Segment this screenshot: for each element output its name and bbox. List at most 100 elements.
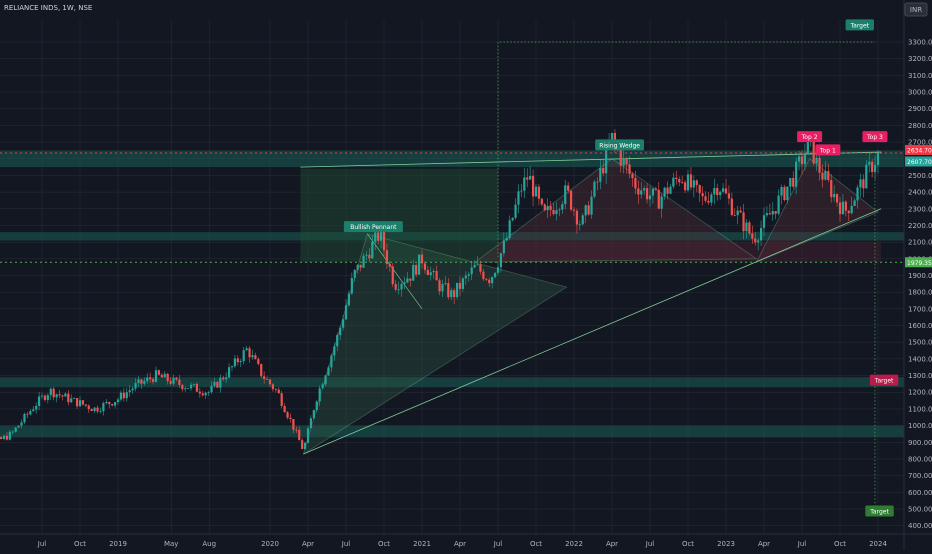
candle[interactable] <box>336 332 339 352</box>
candle[interactable] <box>736 205 739 225</box>
candle[interactable] <box>40 392 44 400</box>
candle[interactable] <box>830 174 833 203</box>
candle[interactable] <box>242 347 245 365</box>
currency-button-bg[interactable] <box>904 2 928 17</box>
candle[interactable] <box>330 353 333 373</box>
candle[interactable] <box>622 150 625 174</box>
candle[interactable] <box>371 235 374 260</box>
candle[interactable] <box>730 192 733 217</box>
candle[interactable] <box>835 193 839 207</box>
candle[interactable] <box>312 409 315 420</box>
candle[interactable] <box>356 264 359 274</box>
candle[interactable] <box>58 389 61 399</box>
candle[interactable] <box>710 192 713 206</box>
candle[interactable] <box>347 290 351 307</box>
candle[interactable] <box>227 363 231 379</box>
candle[interactable] <box>467 271 470 283</box>
candle[interactable] <box>233 354 237 369</box>
candle[interactable] <box>593 180 596 199</box>
candle[interactable] <box>99 407 102 414</box>
candle[interactable] <box>254 352 257 360</box>
candle[interactable] <box>695 179 698 193</box>
candle[interactable] <box>122 388 125 402</box>
candle[interactable] <box>189 382 193 392</box>
candle[interactable] <box>137 376 140 388</box>
candle[interactable] <box>303 441 307 451</box>
candle[interactable] <box>318 385 321 407</box>
candle[interactable] <box>397 281 400 295</box>
candle[interactable] <box>631 171 634 187</box>
candle[interactable] <box>87 404 90 413</box>
candle[interactable] <box>435 265 438 281</box>
candle[interactable] <box>0 435 3 440</box>
candle[interactable] <box>683 180 687 194</box>
candle[interactable] <box>520 184 523 198</box>
candle[interactable] <box>511 217 514 222</box>
candle[interactable] <box>362 253 365 268</box>
candle[interactable] <box>400 282 403 297</box>
candle[interactable] <box>289 413 292 423</box>
candle[interactable] <box>219 374 222 393</box>
annotation-label[interactable]: Top 3 <box>862 131 888 143</box>
candle[interactable] <box>531 169 535 207</box>
candle[interactable] <box>447 277 450 300</box>
candle[interactable] <box>151 377 155 385</box>
candle[interactable] <box>748 220 751 236</box>
candle[interactable] <box>534 184 538 198</box>
candle[interactable] <box>485 277 488 281</box>
candle[interactable] <box>461 276 465 292</box>
annotation-label[interactable]: Top 2 <box>797 131 823 143</box>
candle[interactable] <box>350 272 353 296</box>
candle[interactable] <box>584 204 587 224</box>
candle[interactable] <box>724 179 728 195</box>
candle[interactable] <box>306 425 310 444</box>
candle[interactable] <box>271 383 275 392</box>
candle[interactable] <box>125 387 128 402</box>
candle[interactable] <box>590 190 593 219</box>
candle[interactable] <box>116 397 120 405</box>
candle[interactable] <box>192 383 196 387</box>
candle[interactable] <box>11 430 14 435</box>
candle[interactable] <box>657 182 660 209</box>
candles[interactable] <box>0 129 880 457</box>
candle[interactable] <box>429 266 432 281</box>
candle[interactable] <box>651 188 655 204</box>
candle[interactable] <box>29 409 32 416</box>
candle[interactable] <box>222 375 225 381</box>
candle[interactable] <box>213 377 216 388</box>
candle[interactable] <box>844 200 847 217</box>
candle[interactable] <box>868 152 871 173</box>
candle[interactable] <box>263 371 266 384</box>
candle[interactable] <box>178 374 181 388</box>
candle[interactable] <box>204 391 207 399</box>
candle[interactable] <box>719 190 722 200</box>
candle[interactable] <box>821 164 824 188</box>
candle[interactable] <box>248 345 251 363</box>
candle[interactable] <box>61 394 64 401</box>
candle[interactable] <box>43 394 47 402</box>
candle[interactable] <box>800 150 804 175</box>
candle[interactable] <box>645 183 649 204</box>
candle[interactable] <box>739 206 742 214</box>
candle[interactable] <box>35 402 38 414</box>
candle[interactable] <box>245 345 248 351</box>
candle[interactable] <box>230 365 234 372</box>
candle[interactable] <box>295 426 298 433</box>
candle[interactable] <box>707 192 710 205</box>
candle[interactable] <box>625 157 628 174</box>
candle[interactable] <box>341 315 345 331</box>
candle[interactable] <box>81 399 85 406</box>
candle[interactable] <box>517 184 520 214</box>
candle[interactable] <box>567 181 570 194</box>
candle[interactable] <box>637 180 640 204</box>
candle[interactable] <box>865 159 868 189</box>
candle[interactable] <box>733 208 736 217</box>
candle[interactable] <box>292 418 295 434</box>
candle[interactable] <box>678 176 681 187</box>
candle[interactable] <box>786 186 789 204</box>
annotation-label[interactable]: Target <box>845 19 874 31</box>
candle[interactable] <box>409 278 412 287</box>
candle[interactable] <box>666 181 669 200</box>
